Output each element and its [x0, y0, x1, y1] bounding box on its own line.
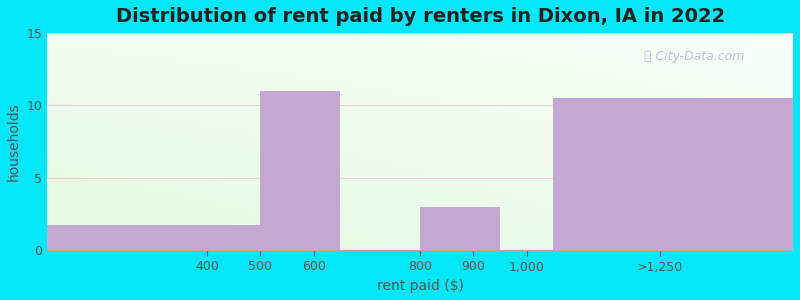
Bar	[420, 207, 500, 250]
Bar	[47, 226, 260, 250]
Text: ⓘ City-Data.com: ⓘ City-Data.com	[644, 50, 744, 63]
Bar	[260, 91, 340, 250]
Bar	[554, 98, 793, 250]
Y-axis label: households: households	[7, 102, 21, 181]
X-axis label: rent paid ($): rent paid ($)	[377, 279, 464, 293]
Title: Distribution of rent paid by renters in Dixon, IA in 2022: Distribution of rent paid by renters in …	[115, 7, 725, 26]
